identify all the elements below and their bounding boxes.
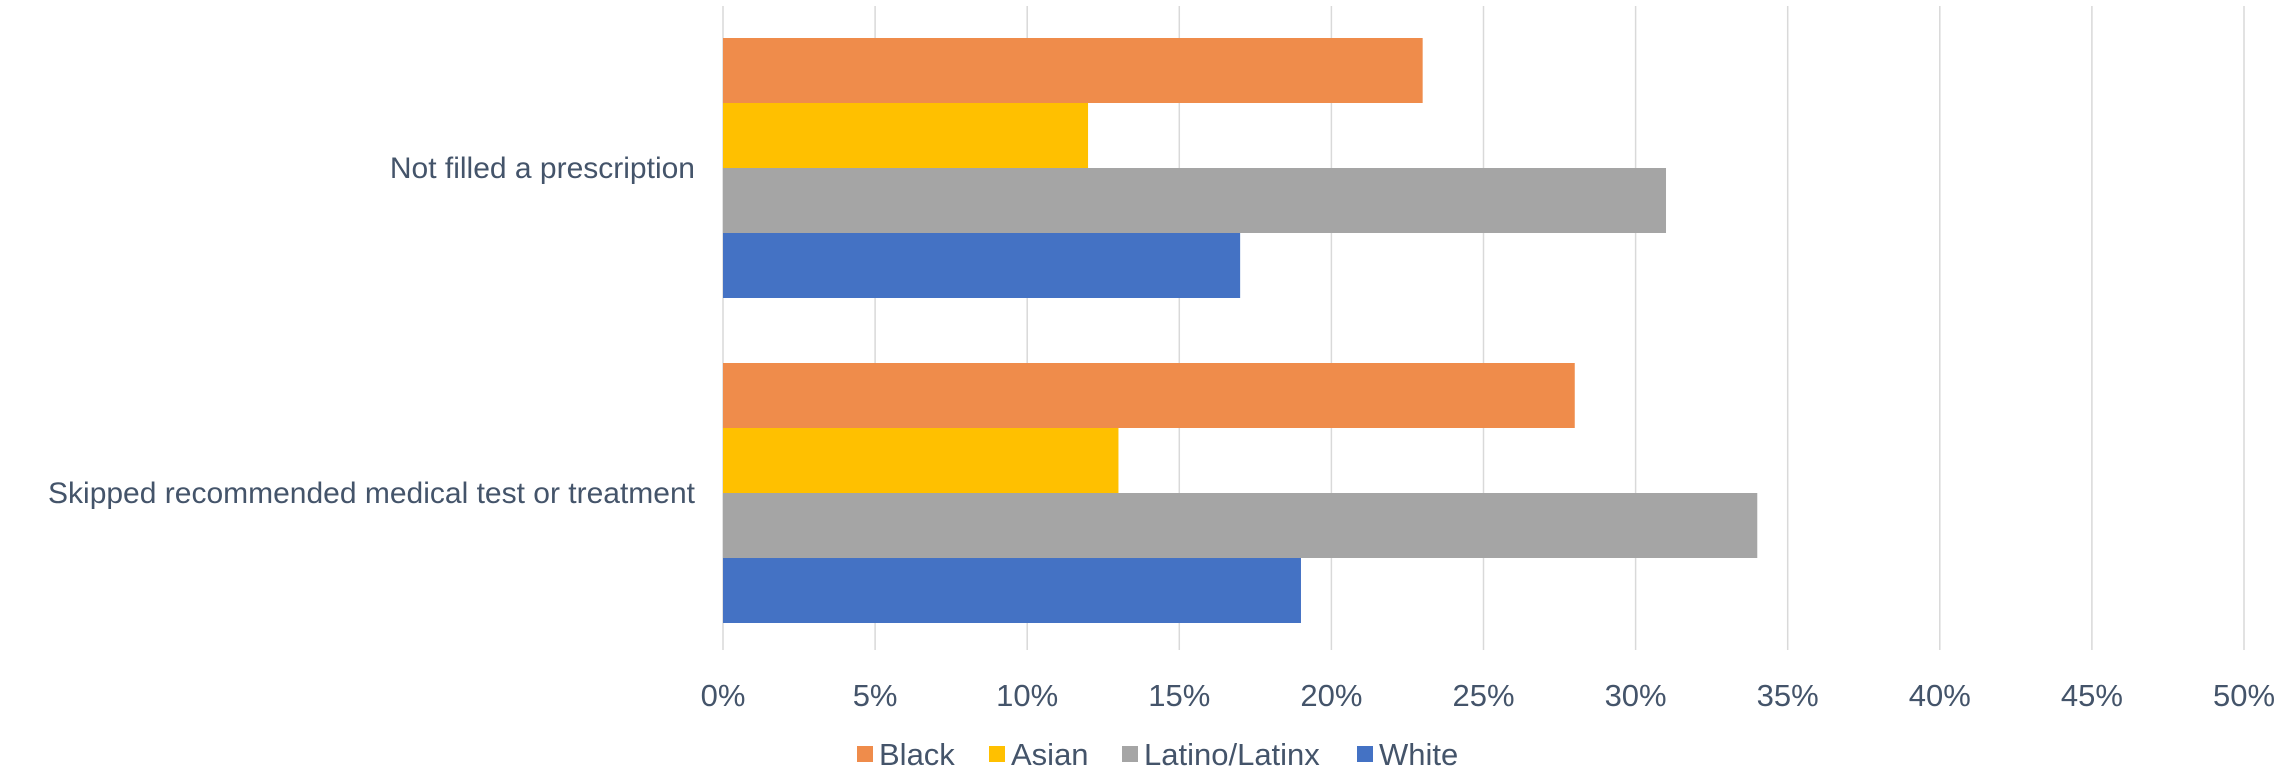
x-tick-label: 25% xyxy=(1452,678,1514,713)
x-tick-labels: 0% 5% 10% 15% 20% 25% 30% 35% 40% 45% 50% xyxy=(701,678,2275,713)
bar-white xyxy=(723,558,1301,623)
bar-asian xyxy=(723,428,1119,493)
bars xyxy=(723,38,1758,623)
x-tick-label: 40% xyxy=(1909,678,1971,713)
legend-label: White xyxy=(1379,737,1458,771)
category-labels: Not filled a prescription Skipped recomme… xyxy=(48,152,696,510)
category-label: Skipped recommended medical test or trea… xyxy=(48,477,696,510)
bar-white xyxy=(723,233,1241,298)
bar-latino-latinx xyxy=(723,168,1667,233)
bar-latino-latinx xyxy=(723,493,1758,558)
bar-black xyxy=(723,363,1575,428)
x-tick-label: 35% xyxy=(1757,678,1819,713)
legend-swatch xyxy=(1122,746,1138,762)
legend-label: Asian xyxy=(1011,737,1089,771)
x-tick-label: 0% xyxy=(701,678,746,713)
category-label: Not filled a prescription xyxy=(390,152,695,185)
x-tick-label: 50% xyxy=(2213,678,2275,713)
x-tick-label: 5% xyxy=(853,678,898,713)
x-tick-label: 15% xyxy=(1148,678,1210,713)
x-tick-label: 20% xyxy=(1300,678,1362,713)
legend-swatch xyxy=(1357,746,1373,762)
legend: Black Asian Latino/Latinx White xyxy=(857,737,1458,771)
legend-swatch xyxy=(989,746,1005,762)
x-tick-label: 30% xyxy=(1605,678,1667,713)
legend-label: Latino/Latinx xyxy=(1144,737,1320,771)
bar-black xyxy=(723,38,1423,103)
legend-label: Black xyxy=(879,737,955,771)
x-tick-label: 45% xyxy=(2061,678,2123,713)
x-tick-label: 10% xyxy=(996,678,1058,713)
legend-swatch xyxy=(857,746,873,762)
bar-asian xyxy=(723,103,1089,168)
